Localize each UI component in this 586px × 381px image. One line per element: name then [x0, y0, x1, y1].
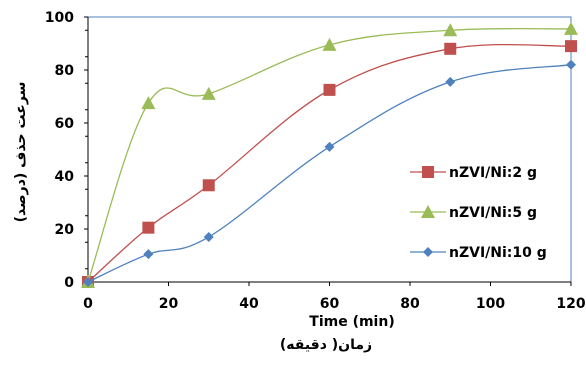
- x-tick-label: 100: [476, 296, 505, 312]
- y-tick-label: 80: [55, 63, 75, 79]
- x-tick-label: 80: [400, 296, 420, 312]
- data-point: [445, 76, 456, 87]
- data-point: [324, 141, 335, 152]
- x-tick-label: 20: [159, 296, 179, 312]
- legend-item: nZVI/Ni:10 g: [410, 245, 547, 261]
- y-tick-label: 100: [45, 10, 74, 26]
- series-triangle: [81, 21, 578, 288]
- legend-item: nZVI/Ni:5 g: [410, 205, 537, 221]
- data-point: [565, 40, 577, 53]
- data-point: [141, 96, 156, 110]
- legend-item: nZVI/Ni:2 g: [410, 165, 537, 181]
- data-point: [444, 42, 457, 55]
- data-point: [142, 221, 155, 234]
- y-axis-label: سرعت حذف (درصد): [13, 82, 29, 223]
- data-point: [443, 23, 458, 37]
- data-point: [143, 249, 154, 260]
- series-layer: [81, 21, 578, 288]
- series-diamond: [83, 59, 576, 287]
- legend-label: nZVI/Ni:10 g: [449, 245, 547, 261]
- series-line: [87, 27, 572, 283]
- data-point: [564, 21, 578, 35]
- legend-swatch-marker: [421, 205, 435, 218]
- legend: nZVI/Ni:2 g nZVI/Ni:5 g nZVI/Ni:10 g: [410, 165, 547, 261]
- data-point: [203, 231, 214, 242]
- y-tick-label: 60: [55, 116, 75, 132]
- data-point: [202, 179, 215, 192]
- y-tick-label: 0: [64, 275, 74, 291]
- data-point: [323, 83, 336, 96]
- x-tick-label: 40: [239, 296, 259, 312]
- data-point: [201, 86, 216, 100]
- y-tick-label: 20: [55, 222, 75, 238]
- x-axis-ticks: 0 20 40 60 80 100 120: [83, 282, 586, 312]
- y-axis-ticks: 0 20 40 60 80 100: [45, 10, 88, 291]
- data-point: [322, 37, 337, 51]
- overlapped-axis-text: Time (min): [309, 314, 394, 330]
- legend-swatch-marker: [423, 247, 433, 257]
- data-point: [83, 277, 93, 287]
- x-tick-label: 120: [556, 296, 585, 312]
- y-tick-label: 40: [55, 169, 75, 185]
- x-tick-label: 60: [320, 296, 340, 312]
- legend-swatch-marker: [422, 166, 434, 178]
- x-axis-label: زمان( دقیقه): [280, 337, 372, 353]
- legend-label: nZVI/Ni:5 g: [449, 205, 537, 221]
- data-point: [566, 59, 576, 70]
- x-tick-label: 0: [83, 296, 93, 312]
- legend-label: nZVI/Ni:2 g: [449, 165, 537, 181]
